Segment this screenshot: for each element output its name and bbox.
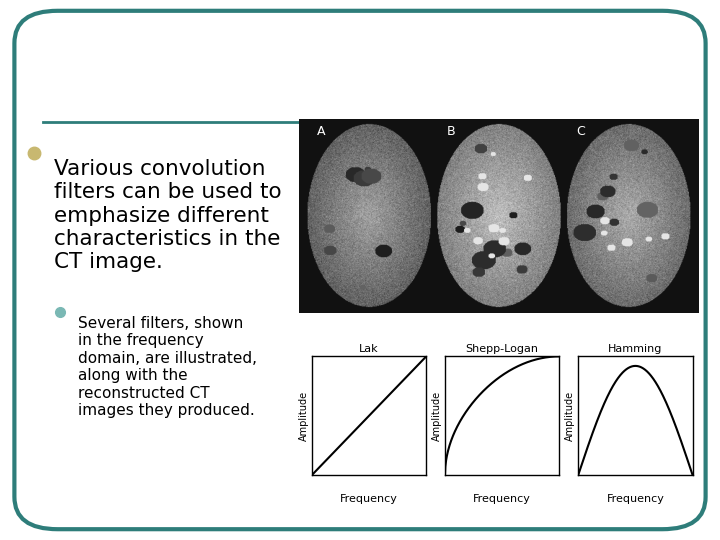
Title: Shepp-Logan: Shepp-Logan	[466, 344, 539, 354]
Text: Frequency: Frequency	[473, 495, 531, 504]
Text: Frequency: Frequency	[606, 495, 665, 504]
Text: Several filters, shown
in the frequency
domain, are illustrated,
along with the
: Several filters, shown in the frequency …	[78, 316, 257, 418]
Text: Various convolution
filters can be used to
emphasize different
characteristics i: Various convolution filters can be used …	[54, 159, 282, 272]
FancyBboxPatch shape	[14, 11, 706, 529]
Text: A: A	[317, 125, 325, 138]
Y-axis label: Amplitude: Amplitude	[565, 391, 575, 441]
Text: C: C	[577, 125, 585, 138]
Text: Frequency: Frequency	[340, 495, 398, 504]
Y-axis label: Amplitude: Amplitude	[432, 391, 442, 441]
Title: Hamming: Hamming	[608, 344, 662, 354]
Y-axis label: Amplitude: Amplitude	[299, 391, 309, 441]
Text: B: B	[446, 125, 455, 138]
Title: Lak: Lak	[359, 344, 379, 354]
